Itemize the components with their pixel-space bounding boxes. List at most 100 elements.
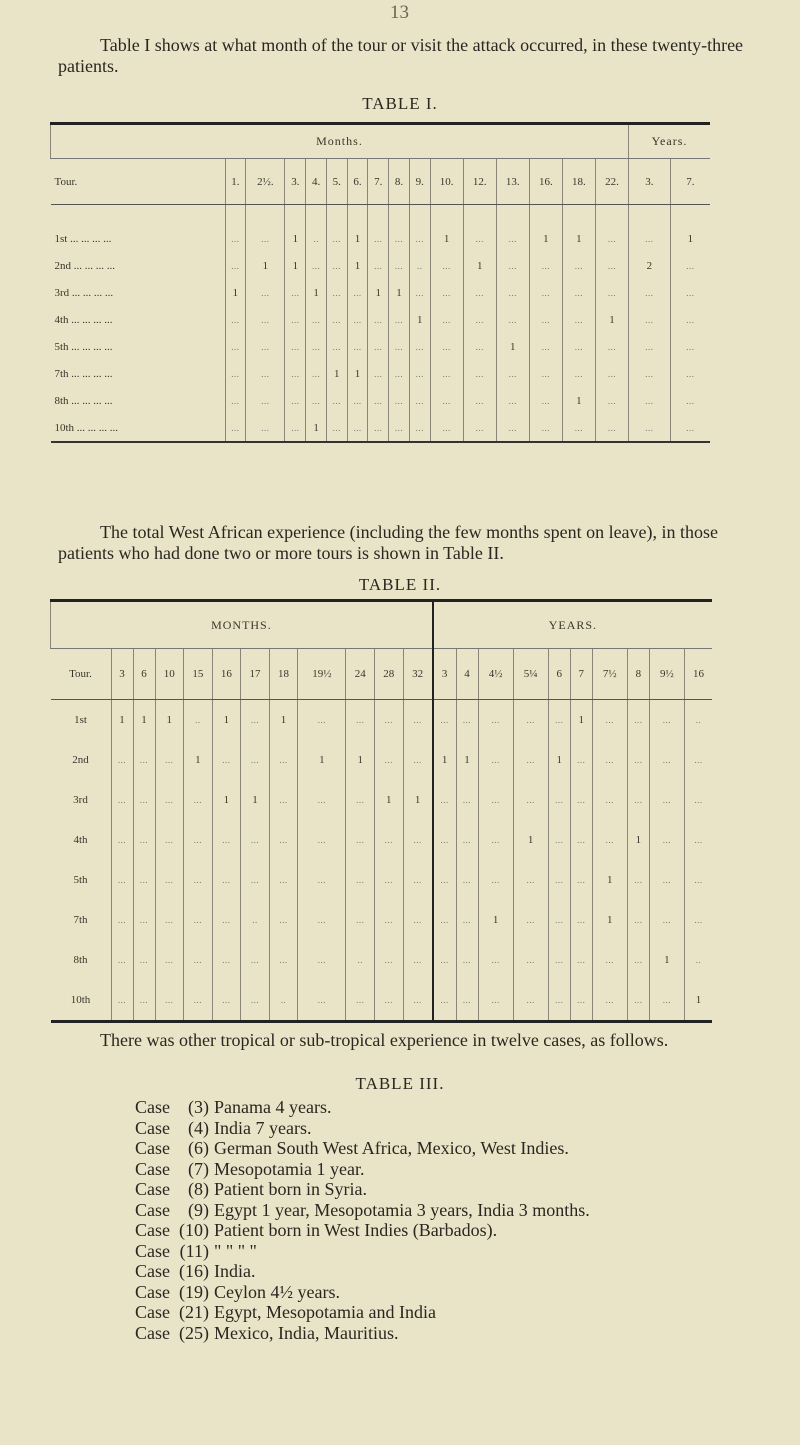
spacer-cell — [284, 204, 306, 225]
tour-label: 7th ... ... ... ... — [54, 367, 113, 380]
year-column-header: 7½ — [591, 648, 628, 700]
month-column-header: 2½. — [245, 158, 285, 205]
table-1: Months. Years. Tour. 1. 2½. 3. 4. 5. 6. 7. 8. 9. 10.… — [50, 122, 710, 443]
year-column-header: 7. — [669, 158, 710, 205]
table-cell: ... — [110, 860, 134, 900]
table-cell: ... — [346, 387, 368, 414]
spacer-cell — [367, 204, 389, 225]
table-cell: 1 — [408, 306, 431, 333]
month-column-header: 5. — [325, 158, 348, 205]
table-cell: 1 — [561, 387, 596, 414]
table-cell: ... — [594, 225, 629, 252]
table-cell: ... — [374, 820, 404, 860]
table-row: 3rd............ 1 1......... 1 1............… — [51, 780, 712, 820]
case-label: Case — [135, 1097, 170, 1117]
year-column-header: 4½ — [477, 648, 514, 700]
case-entry: Case (8) Patient born in Syria. — [135, 1179, 590, 1200]
table-cell: 1 — [455, 740, 479, 780]
table-cell: ... — [561, 279, 596, 306]
table-cell: ... — [284, 279, 306, 306]
months-group-header: Months. — [50, 123, 629, 159]
table-cell: ... — [297, 860, 346, 900]
table-cell: 1 — [284, 225, 306, 252]
table-cell: ... — [367, 252, 389, 279]
table-cell: ... — [110, 740, 134, 780]
table-cell: ... — [183, 780, 213, 820]
spacer-cell — [51, 205, 226, 226]
tour-label: 1st — [74, 714, 87, 726]
page-number: 13 — [390, 2, 409, 23]
table-cell: ... — [183, 940, 213, 980]
table-cell: ... — [569, 740, 593, 780]
table-cell: ... — [462, 360, 497, 387]
table3-caption: TABLE III. — [355, 1074, 445, 1093]
table-cell: ... — [408, 279, 431, 306]
table-cell: ... — [183, 860, 213, 900]
table-cell: ... — [495, 306, 530, 333]
table2-caption: TABLE II. — [358, 575, 442, 594]
table-cell: ... — [669, 333, 710, 360]
table-cell: ... — [305, 360, 327, 387]
case-text: Panama 4 years. — [214, 1097, 332, 1117]
table-cell: ... — [284, 387, 306, 414]
table-cell: ... — [284, 360, 306, 387]
table-cell: ... — [325, 333, 348, 360]
table-cell: ... — [495, 225, 530, 252]
table-cell: ... — [512, 940, 549, 980]
table-cell: ... — [648, 980, 685, 1022]
months-group-header: MONTHS. — [49, 600, 433, 649]
table-cell: ... — [648, 740, 685, 780]
case-entry: Case (3) Panama 4 years. — [135, 1097, 590, 1118]
table-cell: 1 — [183, 740, 213, 780]
table-cell: ... — [512, 900, 549, 940]
table-cell: ... — [429, 279, 464, 306]
year-column-header: 3 — [431, 648, 456, 700]
table-cell: ... — [402, 740, 433, 780]
month-column-header: 13. — [495, 158, 530, 205]
tour-label: 8th ... ... ... ... — [54, 394, 113, 407]
table-row: 10th....................................… — [51, 980, 712, 1022]
table-cell: ... — [477, 780, 514, 820]
table-cell: 1 — [528, 225, 563, 252]
table-cell: ... — [477, 699, 514, 740]
table-cell: ... — [132, 860, 156, 900]
table-cell: ... — [388, 387, 410, 414]
table-cell: ... — [245, 414, 285, 442]
table-cell: ... — [591, 980, 628, 1022]
table-cell: ... — [462, 225, 497, 252]
table-cell: 1 — [512, 820, 549, 860]
table-cell: ... — [211, 980, 241, 1022]
table-cell: 1 — [648, 940, 685, 980]
table-cell: ... — [402, 860, 433, 900]
table-cell: ... — [627, 333, 671, 360]
case-label: Case — [135, 1117, 170, 1138]
table-cell: ... — [547, 860, 571, 900]
table-cell: 1 — [495, 333, 530, 360]
spacer-cell — [429, 204, 464, 225]
table-cell: ... — [648, 820, 685, 860]
table-cell: ... — [495, 414, 530, 442]
table-cell: ... — [626, 740, 650, 780]
spacer-cell — [528, 204, 563, 225]
table-cell: ... — [132, 740, 156, 780]
case-number: (7) — [188, 1158, 209, 1179]
tour-label: 5th ... ... ... ... — [54, 340, 113, 353]
table-cell: ... — [325, 225, 348, 252]
table-cell: ... — [240, 699, 270, 740]
table-cell: ... — [154, 940, 184, 980]
table-cell: 1 — [594, 306, 629, 333]
spacer-cell — [627, 204, 671, 225]
table-cell: ... — [132, 980, 156, 1022]
table-cell: ... — [325, 414, 348, 442]
case-label: Case — [135, 1281, 170, 1302]
month-column-header: 9. — [408, 158, 431, 205]
table-cell: ... — [669, 252, 710, 279]
table-cell: ... — [561, 252, 596, 279]
case-label: Case — [135, 1302, 170, 1322]
table-cell: ... — [591, 699, 628, 740]
table-cell: ... — [211, 740, 241, 780]
case-text: India 7 years. — [214, 1117, 312, 1138]
table-cell: ... — [569, 940, 593, 980]
table-row: 8th ... ... ... ........................… — [51, 387, 710, 414]
table-cell: ... — [297, 900, 346, 940]
